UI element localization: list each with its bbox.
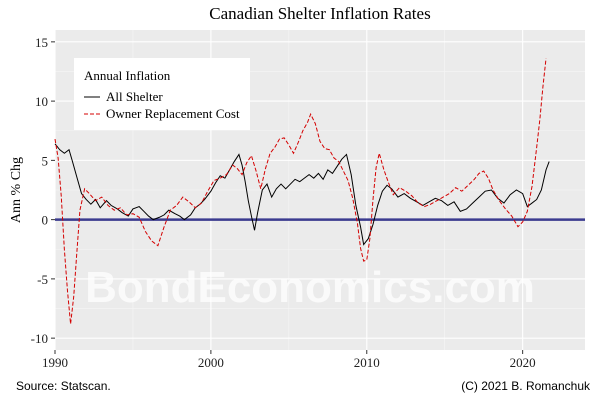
y-tick-label: 10 [35,94,48,109]
footer-source: Source: Statscan. [16,379,111,393]
x-axis: 1990 2000 2010 2020 [42,350,536,370]
footer-credit: (C) 2021 B. Romanchuk [461,379,591,393]
y-tick-label: -5 [37,272,48,287]
watermark: BondEconomics.com [85,263,535,312]
legend-title: Annual Inflation [84,68,171,83]
y-tick-label: 15 [35,35,48,50]
legend: Annual Inflation All Shelter Owner Repla… [74,58,250,130]
chart-title: Canadian Shelter Inflation Rates [209,4,430,23]
x-tick-label: 2010 [354,355,380,370]
x-tick-label: 1990 [42,355,68,370]
series-all-shelter-line [54,143,550,246]
y-tick-label: 5 [42,153,49,168]
legend-label-all-shelter: All Shelter [106,89,163,104]
y-axis: -10 -5 0 5 10 15 [31,35,55,346]
y-tick-label: 0 [42,213,49,228]
x-tick-label: 2020 [510,355,536,370]
y-axis-label: Ann % Chg [9,157,24,223]
series-owner-replacement-cost-line [54,58,547,324]
grid-minor [55,30,585,350]
x-tick-label: 2000 [198,355,224,370]
y-tick-label: -10 [31,331,48,346]
legend-label-owner-replacement-cost: Owner Replacement Cost [106,106,240,121]
legend-box [74,58,250,130]
